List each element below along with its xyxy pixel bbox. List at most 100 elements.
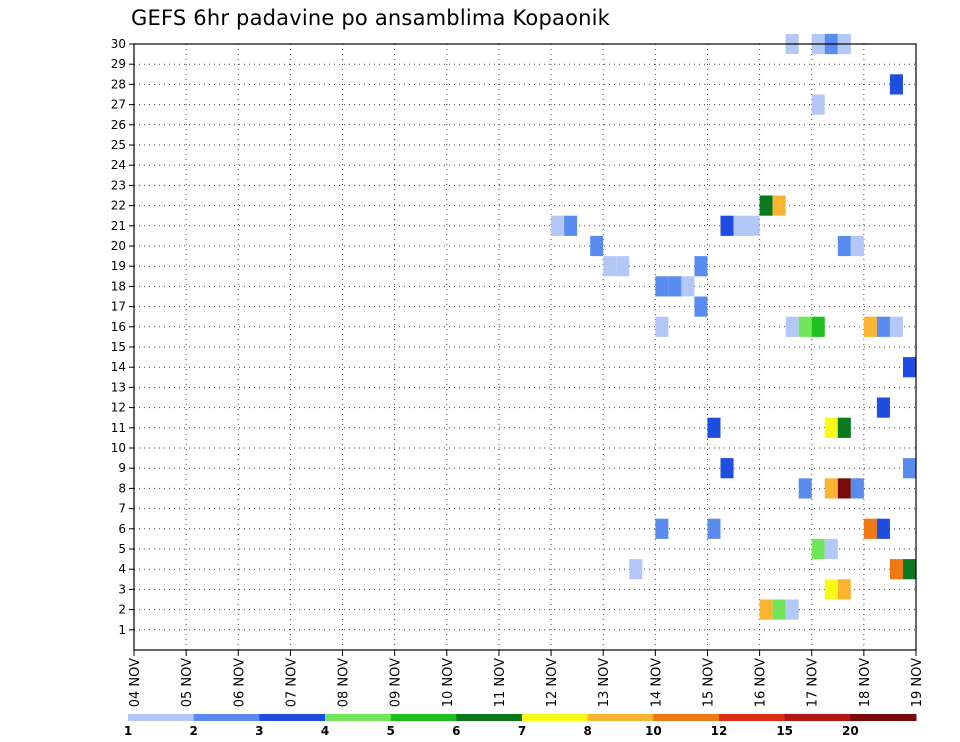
y-tick-label: 13 (111, 380, 126, 394)
heatmap-cell (759, 195, 773, 216)
x-tick-label: 13 NOV (597, 658, 612, 707)
colorbar-label: 6 (452, 724, 460, 738)
colorbar-label: 15 (776, 724, 793, 738)
x-tick-label: 15 NOV (701, 658, 716, 707)
heatmap-cell (824, 579, 838, 600)
x-tick-label: 18 NOV (858, 658, 873, 707)
heatmap-cell (876, 518, 890, 539)
heatmap-cell (837, 579, 851, 600)
heatmap-cell (863, 518, 877, 539)
heatmap-cell (850, 235, 864, 257)
x-tick-label: 05 NOV (180, 658, 195, 707)
y-tick-label: 19 (111, 259, 126, 273)
colorbar-swatch (193, 714, 260, 721)
colorbar-swatch (325, 714, 392, 721)
heatmap-cell (824, 417, 838, 438)
colorbar-label: 3 (255, 724, 263, 738)
y-tick-label: 9 (118, 461, 126, 475)
heatmap-cell (889, 559, 903, 580)
heatmap-cell (811, 94, 825, 115)
heatmap-cell (655, 316, 669, 337)
y-tick-label: 1 (118, 623, 126, 637)
heatmap-cell (746, 215, 760, 236)
heatmap-cell (837, 235, 851, 257)
y-tick-label: 24 (111, 158, 126, 172)
y-tick-label: 12 (111, 401, 126, 415)
colorbar-label: 5 (386, 724, 394, 738)
heatmap-cell (603, 256, 617, 277)
y-tick-label: 28 (111, 77, 126, 91)
y-tick-label: 10 (111, 441, 126, 455)
x-tick-label: 11 NOV (493, 658, 508, 707)
colorbar-swatch (587, 714, 654, 721)
heatmap-cell (811, 538, 825, 560)
colorbar-swatch (784, 714, 851, 721)
y-tick-label: 7 (118, 502, 126, 516)
heatmap-cell (707, 417, 721, 438)
y-tick-label: 16 (111, 320, 126, 334)
heatmap-cell (785, 316, 799, 337)
y-tick-label: 21 (111, 219, 126, 233)
x-tick-label: 09 NOV (389, 658, 404, 707)
heatmap-cell (902, 559, 916, 580)
x-tick-label: 19 NOV (910, 658, 925, 707)
x-tick-label: 04 NOV (128, 658, 143, 707)
heatmap-cell (616, 256, 630, 277)
colorbar-swatch (653, 714, 720, 721)
y-tick-label: 20 (111, 239, 126, 253)
heatmap-cell (772, 599, 786, 620)
colorbar-label: 8 (583, 724, 591, 738)
heatmap-cell (590, 235, 604, 257)
chart-title: GEFS 6hr padavine po ansamblima Kopaonik (131, 6, 611, 30)
y-tick-label: 29 (111, 57, 126, 71)
y-tick-label: 26 (111, 118, 126, 132)
heatmap-cell (902, 458, 916, 479)
heatmap-cell (551, 215, 565, 236)
heatmap-cell (811, 316, 825, 337)
y-tick-label: 27 (111, 98, 126, 112)
y-tick-label: 11 (111, 421, 126, 435)
y-tick-label: 2 (118, 603, 126, 617)
colorbar-swatch (522, 714, 589, 721)
y-tick-label: 25 (111, 138, 126, 152)
heatmap-cell (720, 458, 734, 479)
heatmap-cell (798, 478, 812, 499)
colorbar-swatch (259, 714, 326, 721)
heatmap-cell (902, 357, 916, 378)
y-tick-label: 18 (111, 279, 126, 293)
colorbar-swatch (456, 714, 523, 721)
colorbar-label: 20 (842, 724, 859, 738)
colorbar-label: 2 (189, 724, 197, 738)
y-tick-label: 17 (111, 300, 126, 314)
y-tick-label: 14 (111, 360, 126, 374)
x-tick-label: 14 NOV (649, 658, 664, 707)
heatmap-cell (655, 276, 669, 297)
x-tick-label: 07 NOV (284, 658, 299, 707)
y-tick-label: 4 (118, 562, 126, 576)
colorbar-swatch (850, 714, 917, 721)
colorbar-label: 1 (124, 724, 132, 738)
x-tick-label: 08 NOV (337, 658, 352, 707)
x-tick-label: 10 NOV (441, 658, 456, 707)
heatmap-cell (863, 316, 877, 337)
x-tick-label: 06 NOV (232, 658, 247, 707)
colorbar-swatch (390, 714, 457, 721)
heatmap-cell (694, 296, 708, 317)
y-tick-label: 3 (118, 582, 126, 596)
heatmap-cell (707, 518, 721, 539)
heatmap-cell (629, 559, 643, 580)
heatmap-cell (655, 518, 669, 539)
heatmap-cell (824, 478, 838, 499)
heatmap-cell (733, 215, 747, 236)
y-tick-label: 15 (111, 340, 126, 354)
heatmap-cell (798, 316, 812, 337)
heatmap-cell (876, 397, 890, 418)
heatmap-cell (824, 538, 838, 560)
y-tick-label: 5 (118, 542, 126, 556)
colorbar-swatch (719, 714, 786, 721)
y-tick-label: 23 (111, 178, 126, 192)
heatmap-cell (876, 316, 890, 337)
heatmap-cell (785, 599, 799, 620)
heatmap-cell (681, 276, 695, 297)
